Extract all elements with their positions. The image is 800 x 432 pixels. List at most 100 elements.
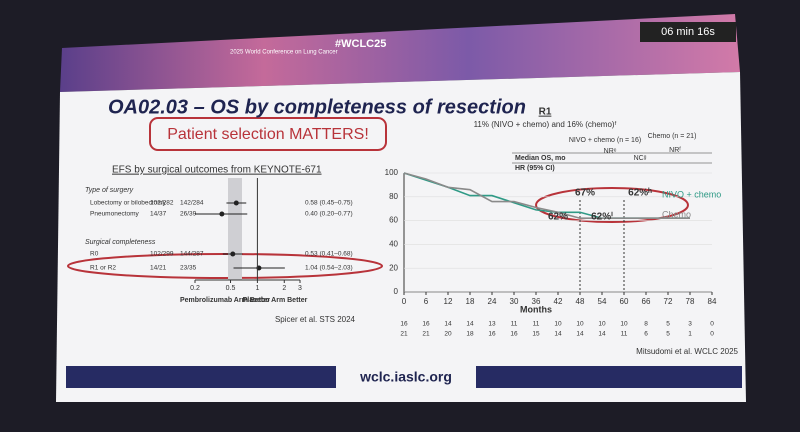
x-tick-label: 6 bbox=[424, 297, 429, 306]
x-label: Months bbox=[520, 304, 552, 314]
timer: 06 min 16s bbox=[661, 26, 715, 38]
at-risk: 13 bbox=[488, 321, 496, 328]
group-label: Surgical completeness bbox=[85, 239, 156, 246]
at-risk: 16 bbox=[510, 331, 518, 338]
x-tick-label: 54 bbox=[598, 297, 607, 306]
slide-title: OA02.03 – OS by completeness of resectio… bbox=[108, 96, 526, 118]
arm2-events: 142/284 bbox=[180, 200, 204, 207]
at-risk: 11 bbox=[621, 331, 628, 338]
at-risk: 5 bbox=[666, 321, 670, 328]
forest-title: EFS by surgical outcomes from KEYNOTE-67… bbox=[112, 165, 322, 176]
table-cell: NRᵉ bbox=[604, 148, 617, 155]
at-risk: 18 bbox=[466, 331, 474, 338]
x-tick-label: 48 bbox=[576, 297, 585, 306]
table-cell: NCᵍ bbox=[634, 155, 647, 162]
x-tick-label: 2 bbox=[282, 285, 286, 292]
timer-box bbox=[640, 22, 736, 42]
at-risk: 16 bbox=[422, 321, 430, 328]
arm2-events: 26/39 bbox=[180, 211, 197, 218]
at-risk: 21 bbox=[400, 331, 408, 338]
table-row-label: Median OS, mo bbox=[515, 155, 566, 162]
at-risk: 0 bbox=[710, 321, 714, 328]
ci-label: 0.53 (0.41–0.68) bbox=[305, 251, 353, 258]
x-tick-label: 60 bbox=[620, 297, 629, 306]
footer-bar bbox=[66, 366, 336, 388]
annotation: 62%ⁱ bbox=[591, 211, 613, 223]
at-risk: 14 bbox=[554, 331, 562, 338]
km-subtitle: 11% (NIVO + chemo) and 16% (chemo)ᶠ bbox=[474, 120, 617, 129]
ci-label: 0.58 (0.45–0.75) bbox=[305, 200, 353, 207]
highlight-ellipse bbox=[535, 187, 689, 223]
table-col: NIVO + chemo (n = 16) bbox=[569, 137, 641, 144]
at-risk: 3 bbox=[688, 321, 692, 328]
footer-url: wclc.iaslc.org bbox=[359, 369, 452, 385]
ci-label: 0.40 (0.20–0.77) bbox=[305, 211, 353, 218]
hr-point bbox=[230, 251, 236, 257]
callout-box bbox=[149, 117, 387, 151]
legend-entry: Chemo bbox=[662, 209, 691, 219]
at-risk: 14 bbox=[576, 331, 584, 338]
arm1-events: 102/299 bbox=[150, 251, 174, 258]
y-tick-label: 60 bbox=[389, 216, 398, 225]
at-risk: 6 bbox=[644, 331, 648, 338]
arm1-events: 14/21 bbox=[150, 265, 167, 272]
slide bbox=[56, 72, 746, 402]
at-risk: 16 bbox=[488, 331, 496, 338]
x-tick-label: 66 bbox=[642, 297, 651, 306]
x-tick-label: 1 bbox=[255, 285, 259, 292]
x-tick-label: 30 bbox=[510, 297, 519, 306]
at-risk: 14 bbox=[598, 331, 606, 338]
y-tick-label: 40 bbox=[389, 240, 398, 249]
arm2-events: 144/287 bbox=[180, 251, 204, 258]
x-tick-label: 72 bbox=[664, 297, 673, 306]
at-risk: 20 bbox=[444, 331, 452, 338]
at-risk: 10 bbox=[598, 321, 606, 328]
callout: Patient selection MATTERS! bbox=[167, 126, 369, 143]
at-risk: 10 bbox=[620, 321, 628, 328]
annotation: 62% bbox=[548, 212, 568, 223]
x-tick-label: 18 bbox=[466, 297, 475, 306]
at-risk: 15 bbox=[532, 331, 540, 338]
arm2-events: 23/35 bbox=[180, 265, 197, 272]
conference-name: 2025 World Conference on Lung Cancer bbox=[230, 50, 338, 56]
at-risk: 11 bbox=[533, 321, 540, 328]
hashtag: #WCLC25 bbox=[335, 38, 386, 50]
table-col: Chemo (n = 21) bbox=[648, 133, 697, 140]
at-risk: 21 bbox=[422, 331, 430, 338]
x-tick-label: 84 bbox=[708, 297, 717, 306]
at-risk: 11 bbox=[511, 321, 518, 328]
forest-source: Spicer et al. STS 2024 bbox=[275, 315, 356, 324]
x-tick-label: 0 bbox=[402, 297, 407, 306]
km-source: Mitsudomi et al. WCLC 2025 bbox=[636, 347, 738, 356]
hr-point bbox=[219, 211, 225, 217]
left-label: Pembrolizumab Arm Better bbox=[180, 297, 270, 304]
x-tick-label: 36 bbox=[532, 297, 541, 306]
row-label: R0 bbox=[90, 251, 99, 258]
at-risk: 5 bbox=[666, 331, 670, 338]
y-tick-label: 100 bbox=[385, 168, 399, 177]
annotation: 67% bbox=[575, 188, 595, 199]
at-risk: 0 bbox=[710, 331, 714, 338]
km-curve bbox=[403, 172, 690, 220]
arm1-events: 102/282 bbox=[150, 200, 174, 207]
y-tick-label: 0 bbox=[394, 287, 399, 296]
x-tick-label: 12 bbox=[444, 297, 453, 306]
table-row-label: HR (95% CI) bbox=[515, 165, 555, 172]
row-label: Pneumonectomy bbox=[90, 211, 140, 218]
at-risk: 1 bbox=[688, 331, 692, 338]
y-tick-label: 80 bbox=[389, 192, 398, 201]
x-tick-label: 3 bbox=[298, 285, 302, 292]
at-risk: 14 bbox=[444, 321, 452, 328]
table-cell: NRᶠ bbox=[669, 147, 681, 154]
arm1-events: 14/37 bbox=[150, 211, 167, 218]
header-banner bbox=[60, 14, 740, 92]
x-tick-label: 42 bbox=[554, 297, 563, 306]
x-tick-label: 78 bbox=[686, 297, 695, 306]
at-risk: 16 bbox=[400, 321, 408, 328]
row-label: Lobectomy or bilobectomy bbox=[90, 200, 167, 207]
km-heading: R1 bbox=[539, 107, 552, 118]
group-label: Type of surgery bbox=[85, 187, 134, 194]
at-risk: 14 bbox=[466, 321, 474, 328]
x-tick-label: 0.2 bbox=[190, 285, 200, 292]
